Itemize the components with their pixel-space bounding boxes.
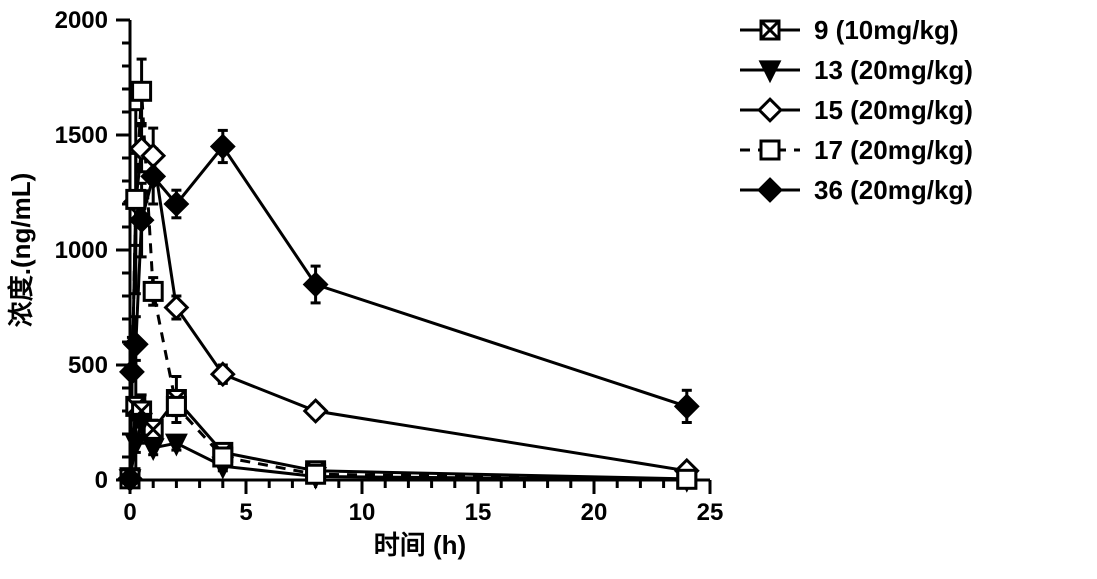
x-tick-label: 15 bbox=[465, 499, 492, 526]
legend-label: 36 (20mg/kg) bbox=[814, 175, 973, 205]
legend-label: 17 (20mg/kg) bbox=[814, 135, 973, 165]
x-tick-label: 10 bbox=[349, 499, 376, 526]
y-tick-label: 1500 bbox=[55, 122, 108, 149]
y-tick-label: 0 bbox=[95, 467, 108, 494]
pk-concentration-chart: 0 5 10 15 20 25 时间 (h) 0 500 1000 1500 2000 浓度.(ng/m… bbox=[0, 0, 1097, 579]
legend-label: 13 (20mg/kg) bbox=[814, 55, 973, 85]
y-tick-label: 500 bbox=[68, 352, 108, 379]
x-tick-label: 5 bbox=[239, 499, 252, 526]
x-tick-label: 25 bbox=[697, 499, 724, 526]
legend-label: 15 (20mg/kg) bbox=[814, 95, 973, 125]
y-tick-label: 2000 bbox=[55, 7, 108, 34]
x-tick-label: 20 bbox=[581, 499, 608, 526]
y-tick-label: 1000 bbox=[55, 237, 108, 264]
legend-label: 9 (10mg/kg) bbox=[814, 15, 959, 45]
y-axis-label: 浓度.(ng/mL) bbox=[6, 173, 36, 328]
x-tick-label: 0 bbox=[123, 499, 136, 526]
x-axis-label: 时间 (h) bbox=[374, 530, 466, 560]
